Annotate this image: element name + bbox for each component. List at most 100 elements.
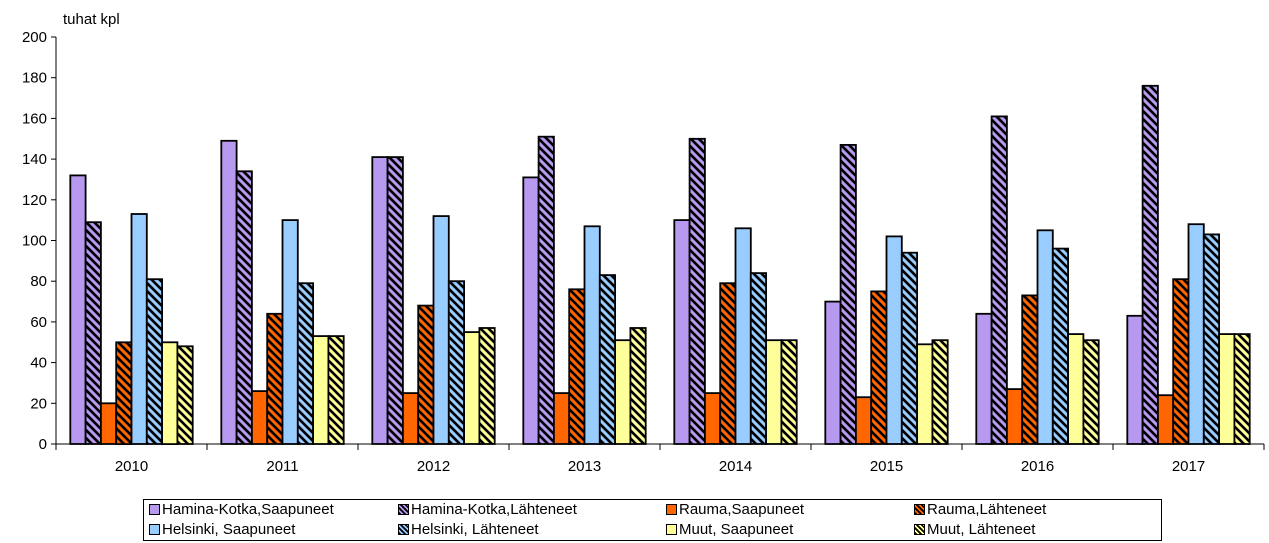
y-tick-label: 100 bbox=[22, 233, 47, 250]
bar bbox=[553, 392, 571, 445]
bar bbox=[250, 390, 269, 445]
bar bbox=[417, 304, 435, 445]
chart-legend: Hamina-Kotka,Saapuneet Hamina-Kotka,Lähte… bbox=[143, 499, 1162, 541]
bar bbox=[1126, 314, 1144, 445]
bar bbox=[447, 280, 465, 445]
legend-swatch bbox=[149, 524, 160, 535]
bar bbox=[900, 251, 918, 445]
bar bbox=[598, 274, 616, 445]
bar bbox=[327, 335, 345, 445]
bar bbox=[296, 282, 314, 445]
legend-label: Muut, Lähteneet bbox=[927, 521, 1036, 538]
bar bbox=[568, 288, 586, 445]
legend-item: Helsinki, Saapuneet bbox=[149, 520, 295, 539]
bar bbox=[115, 341, 133, 445]
bar bbox=[161, 341, 179, 445]
y-tick-label: 60 bbox=[30, 314, 47, 331]
bar bbox=[780, 339, 798, 445]
legend-item: Hamina-Kotka,Lähteneet bbox=[398, 500, 577, 519]
legend-item: Muut, Saapuneet bbox=[666, 520, 793, 539]
bar bbox=[870, 290, 888, 445]
x-tick-label: 2012 bbox=[417, 458, 450, 475]
bar bbox=[1187, 223, 1205, 445]
y-tick-label: 200 bbox=[22, 29, 47, 46]
bar bbox=[824, 300, 842, 445]
bar bbox=[1172, 278, 1190, 445]
bar bbox=[463, 331, 481, 445]
bar bbox=[432, 215, 450, 445]
bar bbox=[719, 282, 737, 445]
y-tick-label: 40 bbox=[30, 355, 47, 372]
bar bbox=[1202, 233, 1221, 445]
legend-swatch bbox=[666, 524, 677, 535]
bar bbox=[1021, 294, 1039, 445]
bar bbox=[371, 156, 389, 445]
bar bbox=[176, 345, 194, 445]
bar bbox=[614, 339, 632, 445]
bar bbox=[839, 143, 857, 445]
bar bbox=[220, 139, 238, 445]
bar bbox=[885, 235, 903, 445]
bar bbox=[1233, 333, 1251, 445]
x-tick-label: 2017 bbox=[1172, 458, 1205, 475]
bar bbox=[704, 392, 722, 445]
bar bbox=[478, 327, 496, 445]
bar bbox=[84, 221, 102, 445]
bar bbox=[990, 115, 1008, 445]
legend-swatch bbox=[398, 504, 409, 515]
x-tick-label: 2015 bbox=[870, 458, 903, 475]
bar bbox=[386, 156, 404, 445]
y-axis-unit-label: tuhat kpl bbox=[63, 11, 120, 28]
bar bbox=[629, 327, 647, 445]
x-tick-label: 2010 bbox=[115, 458, 148, 475]
y-tick-label: 160 bbox=[22, 110, 47, 127]
bar bbox=[1082, 339, 1100, 445]
legend-label: Hamina-Kotka,Lähteneet bbox=[411, 501, 577, 518]
bar bbox=[931, 339, 949, 445]
x-tick-label: 2011 bbox=[266, 458, 298, 475]
y-tick-label: 120 bbox=[22, 192, 47, 209]
legend-swatch bbox=[914, 524, 925, 535]
bar bbox=[1067, 333, 1085, 445]
bar bbox=[1218, 333, 1236, 445]
bar bbox=[145, 278, 164, 445]
bar bbox=[235, 170, 253, 445]
legend-label: Helsinki, Saapuneet bbox=[162, 521, 296, 538]
legend-swatch bbox=[666, 504, 677, 515]
legend-label: Rauma,Lähteneet bbox=[927, 501, 1047, 518]
bar bbox=[1051, 247, 1070, 445]
bar bbox=[916, 343, 934, 445]
bar bbox=[537, 135, 555, 445]
bar bbox=[312, 335, 330, 445]
legend-swatch bbox=[149, 504, 160, 515]
legend-item: Muut, Lähteneet bbox=[914, 520, 1035, 539]
bar bbox=[522, 176, 540, 445]
y-tick-label: 80 bbox=[30, 273, 47, 290]
legend-label: Rauma,Saapuneet bbox=[679, 501, 805, 518]
bar bbox=[583, 225, 601, 445]
bar bbox=[1006, 388, 1024, 445]
legend-swatch bbox=[914, 504, 925, 515]
x-tick-label: 2013 bbox=[568, 458, 601, 475]
y-tick-label: 180 bbox=[22, 70, 47, 87]
bar bbox=[69, 174, 87, 445]
bar-chart: tuhat kpl 0 20 40 60 80 100 120 140 160 180 200 20… bbox=[22, 11, 1265, 475]
bar bbox=[749, 272, 767, 445]
legend-label: Helsinki, Lähteneet bbox=[411, 521, 539, 538]
bar bbox=[1141, 84, 1159, 445]
bar bbox=[281, 219, 299, 445]
bar bbox=[1157, 394, 1175, 445]
y-tick-label: 0 bbox=[39, 436, 47, 453]
bar bbox=[1036, 229, 1054, 445]
bar bbox=[266, 312, 284, 445]
legend-label: Hamina-Kotka,Saapuneet bbox=[162, 501, 334, 518]
bar bbox=[688, 137, 706, 445]
bar bbox=[765, 339, 783, 445]
legend-label: Muut, Saapuneet bbox=[679, 521, 794, 538]
y-tick-label: 140 bbox=[22, 151, 47, 168]
bar bbox=[734, 227, 752, 445]
bar bbox=[855, 396, 873, 445]
bar bbox=[100, 402, 118, 445]
x-tick-label: 2016 bbox=[1021, 458, 1054, 475]
y-tick-label: 20 bbox=[30, 395, 47, 412]
